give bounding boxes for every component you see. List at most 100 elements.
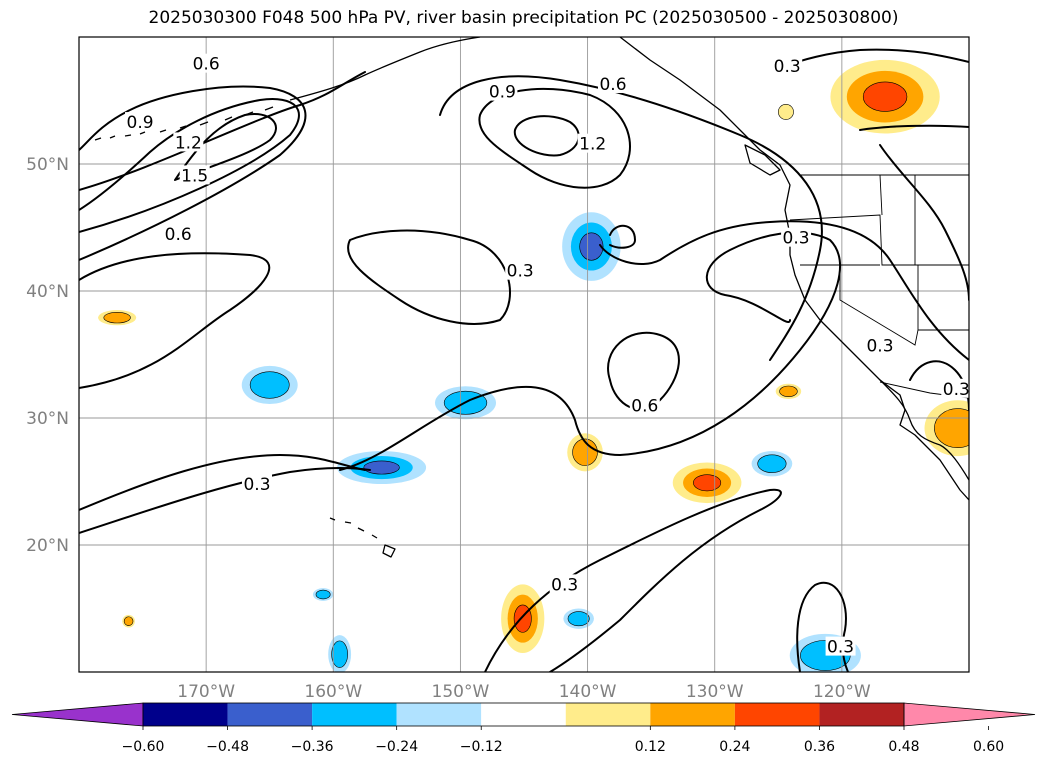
colorbar-swatch [565, 703, 651, 726]
colorbar-swatch [650, 703, 735, 726]
precip-blob-r [122, 614, 135, 628]
precip-blob-i [312, 588, 334, 601]
colorbar-swatch [143, 703, 228, 726]
colorbar-swatch [481, 703, 566, 726]
precip-level [363, 460, 400, 475]
precip-blob-j [830, 59, 940, 134]
north-america-coast [619, 37, 969, 501]
contour-label: 0.3 [507, 262, 534, 282]
contour-label-bg [173, 132, 204, 152]
precip-level [757, 454, 787, 473]
colorbar-tick-label: −0.48 [206, 739, 249, 755]
contour-line [339, 231, 841, 471]
baja-coast [879, 379, 969, 481]
contour-label: 1.2 [175, 133, 202, 153]
contour-label: 0.3 [866, 337, 893, 357]
contour-line [439, 75, 823, 361]
state-border [879, 174, 916, 265]
contour-line [599, 220, 969, 361]
precip-blob-g [328, 635, 352, 672]
longitude-label: 130°W [686, 682, 744, 702]
precip-blob-n [501, 584, 545, 653]
contour-label-bg [598, 73, 628, 93]
vancouver-island [744, 144, 781, 176]
contour-line [859, 124, 969, 131]
political-borders [789, 174, 969, 399]
precip-level [779, 385, 798, 397]
hawaii-islands [329, 517, 396, 558]
precip-level [567, 611, 590, 627]
contour-line [79, 454, 366, 511]
precip-blob-o [98, 310, 137, 326]
colorbar-tick-label: −0.60 [122, 739, 165, 755]
colorbar-tick-label: 0.12 [635, 739, 666, 755]
colorbar-swatch [227, 703, 313, 726]
precip-level [123, 616, 134, 626]
precip-level [572, 438, 598, 466]
contour-line [879, 144, 969, 301]
contour-line [174, 113, 277, 181]
colorbar-tick-label: 0.60 [973, 739, 1004, 755]
precip-blob-m [567, 433, 603, 472]
state-border [839, 265, 919, 346]
colorbar-tick-label: 0.36 [804, 739, 835, 755]
latitude-label: 50°N [26, 155, 69, 175]
contour-label: 0.3 [783, 229, 810, 249]
precip-blob-a [562, 212, 621, 281]
longitude-label: 170°W [177, 682, 235, 702]
contour-label-bg [549, 574, 580, 594]
contour-label: 0.6 [599, 75, 626, 95]
precip-blob-b [241, 365, 298, 405]
contour-label-bg [577, 133, 608, 153]
contour-label-bg [505, 260, 536, 280]
precip-level [862, 81, 908, 112]
longitude-label: 120°W [813, 682, 871, 702]
contour-label: 0.3 [774, 57, 801, 77]
colorbar-tick-label: 0.24 [719, 739, 750, 755]
contour-label-bg [191, 53, 222, 73]
contour-label-bg [179, 165, 210, 185]
contour-line [79, 98, 300, 233]
latitude-label: 30°N [26, 409, 69, 429]
contour-label-bg [125, 112, 156, 132]
contour-label-bg [163, 223, 194, 243]
precip-blob-p [775, 383, 802, 399]
colorbar-swatch [312, 703, 397, 726]
contour-label: 0.6 [193, 55, 220, 75]
contour-label: 0.3 [243, 475, 270, 495]
contour-label-bg [865, 335, 895, 355]
longitude-label: 160°W [304, 682, 362, 702]
precip-blob-f [563, 608, 594, 629]
colorbar-swatch [819, 703, 904, 726]
contour-line [79, 71, 366, 191]
precip-level [693, 474, 722, 492]
contour-label: 0.3 [551, 575, 578, 595]
contour-label: 0.3 [943, 380, 970, 400]
state-border [917, 265, 969, 331]
precip-level [249, 371, 290, 399]
precip-blob-d [337, 451, 427, 485]
contour-labels: 0.6 0.9 1.2 1.5 0.6 0.9 0.6 1.2 0.3 0.3 0.3 0.3 0.3 0… [125, 53, 970, 658]
coastline [94, 37, 969, 558]
contour-label-bg [242, 474, 272, 494]
colorbar-tick-label: −0.36 [291, 739, 334, 755]
contour-label: 0.3 [827, 638, 854, 658]
latitude-label: 40°N [26, 282, 69, 302]
contour-label-bg [772, 56, 803, 76]
precip-blob-k [924, 400, 969, 457]
colorbar-extend-min [11, 702, 144, 727]
contour-line [79, 252, 271, 389]
contour-label-bg [487, 81, 518, 101]
colorbar-tick-label: 0.48 [888, 739, 919, 755]
axis-labels: 50°N 40°N 30°N 20°N 170°W 160°W 150°W 140°W 130°… [26, 155, 871, 702]
colorbar-tick-label: −0.12 [460, 739, 503, 755]
precip-level [934, 408, 969, 449]
map-background [79, 37, 969, 672]
precip-level [579, 232, 604, 261]
map-frame [78, 36, 970, 673]
precip-level [331, 640, 348, 668]
contour-line [609, 224, 636, 249]
precip-level [103, 312, 131, 324]
alaska-coast [289, 37, 481, 101]
